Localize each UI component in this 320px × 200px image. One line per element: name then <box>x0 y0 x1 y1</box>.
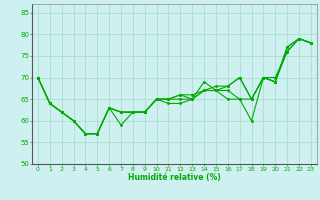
X-axis label: Humidité relative (%): Humidité relative (%) <box>128 173 221 182</box>
